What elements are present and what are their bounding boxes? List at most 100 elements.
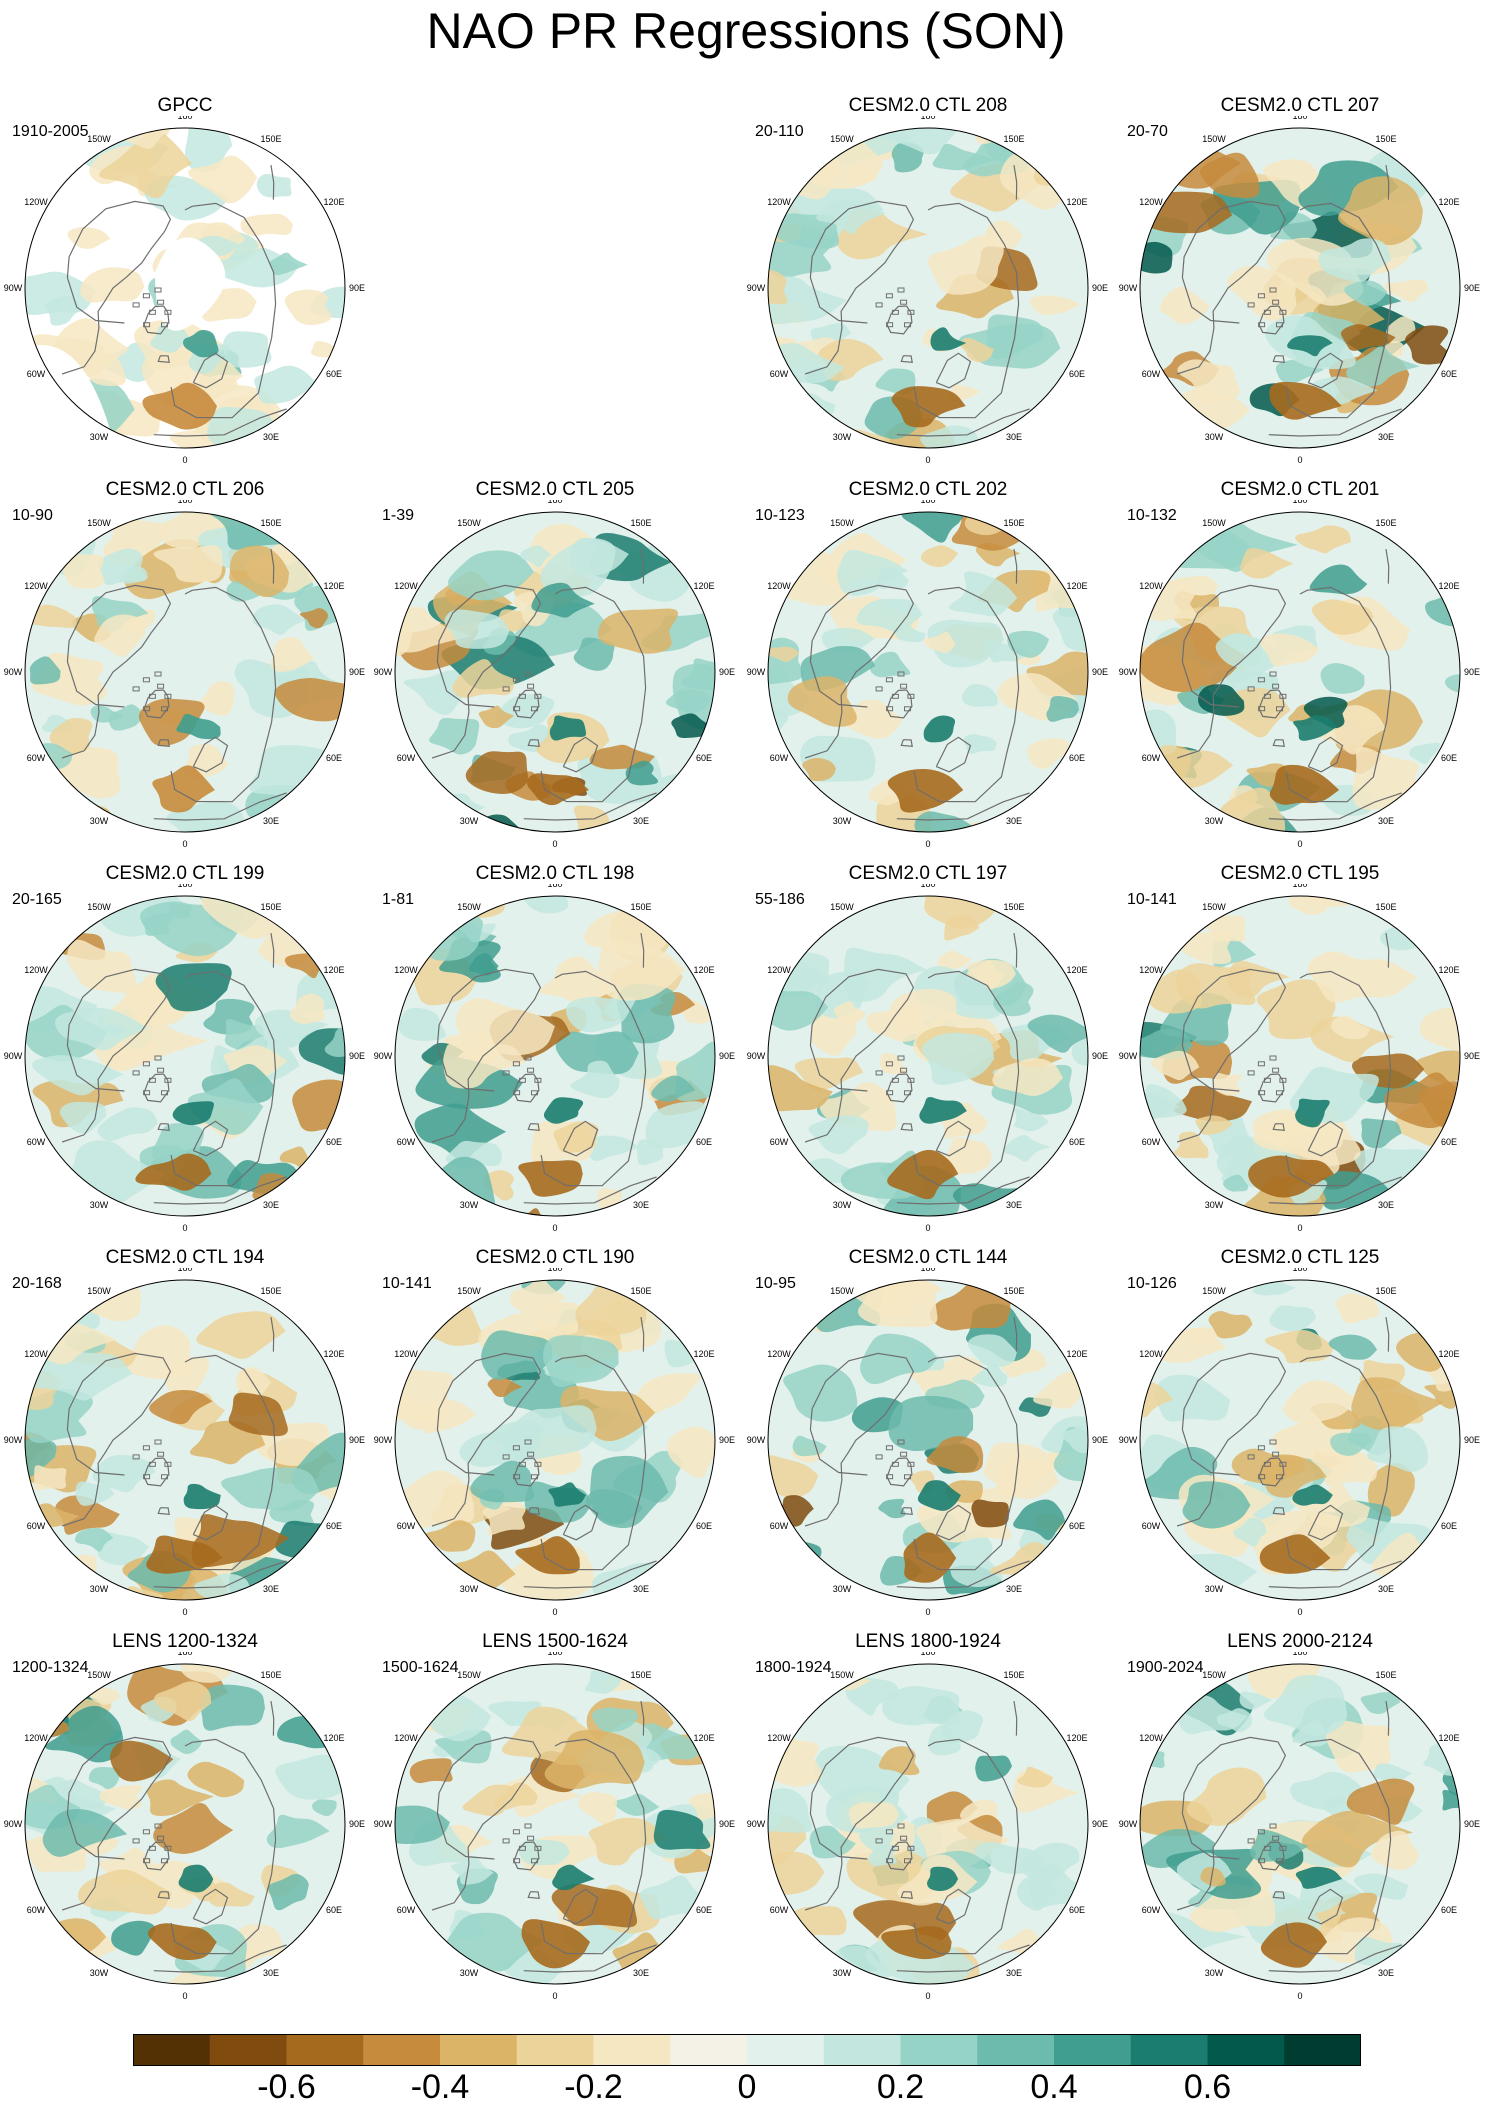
longitude-label: 180	[177, 1652, 192, 1657]
longitude-label: 30E	[1378, 1200, 1394, 1210]
longitude-label: 90W	[4, 283, 23, 293]
longitude-label: 60W	[770, 369, 789, 379]
map-panel-ctl198: CESM2.0 CTL 198 1-81 180 150E 120E 90E 60E 30E 0…	[370, 862, 740, 1242]
longitude-label: 0	[182, 839, 187, 849]
longitude-label: 60E	[1069, 1137, 1085, 1147]
panel-title: CESM2.0 CTL 207	[1220, 95, 1380, 116]
longitude-label: 0	[925, 1223, 930, 1233]
panel-title: CESM2.0 CTL 144	[848, 1247, 1008, 1268]
longitude-label: 30W	[1205, 816, 1224, 826]
longitude-label: 150W	[830, 1286, 854, 1296]
longitude-label: 30E	[633, 1200, 649, 1210]
longitude-label: 180	[920, 1652, 935, 1657]
map-panel-ctl199: CESM2.0 CTL 199 20-165 180 150E 120E 90E 60E 30…	[0, 862, 370, 1242]
longitude-label: 180	[1292, 1268, 1307, 1273]
longitude-label: 0	[925, 455, 930, 465]
longitude-label: 0	[925, 839, 930, 849]
longitude-label: 0	[1297, 455, 1302, 465]
longitude-label: 120W	[394, 1733, 418, 1743]
longitude-label: 90E	[1464, 1435, 1480, 1445]
polar-map: 180 150E 120E 90E 60E 30E 0 30W 60W 90W 120W 150W	[4, 116, 365, 465]
longitude-label: 0	[925, 1607, 930, 1617]
longitude-label: 30E	[633, 816, 649, 826]
longitude-label: 120E	[323, 197, 344, 207]
longitude-label: 150W	[87, 1286, 111, 1296]
polar-map: 180 150E 120E 90E 60E 30E 0 30W 60W 90W 120W 150W	[747, 1268, 1108, 1617]
longitude-label: 120E	[323, 1349, 344, 1359]
colorbar-swatch	[133, 2034, 211, 2066]
longitude-label: 0	[925, 1991, 930, 2001]
colorbar-swatch	[440, 2034, 518, 2066]
longitude-label: 180	[547, 1268, 562, 1273]
longitude-label: 120E	[693, 1349, 714, 1359]
colorbar-swatch	[516, 2034, 594, 2066]
longitude-label: 0	[182, 455, 187, 465]
panel-title: CESM2.0 CTL 208	[848, 95, 1008, 116]
longitude-label: 120E	[1066, 965, 1087, 975]
longitude-label: 120W	[24, 1349, 48, 1359]
longitude-label: 120W	[24, 581, 48, 591]
panel-title: CESM2.0 CTL 194	[105, 1247, 265, 1268]
longitude-label: 30W	[460, 816, 479, 826]
polar-map: 180 150E 120E 90E 60E 30E 0 30W 60W 90W 120W 150W	[4, 1652, 365, 2001]
longitude-label: 30W	[90, 1584, 109, 1594]
longitude-label: 90W	[374, 1051, 393, 1061]
figure-title: NAO PR Regressions (SON)	[426, 3, 1066, 59]
longitude-label: 90E	[719, 1819, 735, 1829]
map-panel-lens1800: LENS 1800-1924 1800-1924 180 150E 120E 90E 60E…	[743, 1630, 1113, 2010]
longitude-label: 30E	[263, 1200, 279, 1210]
longitude-label: 30W	[1205, 1200, 1224, 1210]
longitude-label: 180	[1292, 116, 1307, 121]
longitude-label: 60W	[770, 1905, 789, 1915]
map-panel-ctl144: CESM2.0 CTL 144 10-95 180 150E 120E 90E 60E 30E…	[743, 1246, 1113, 1626]
longitude-label: 90W	[4, 1051, 23, 1061]
map-panel-ctl205: CESM2.0 CTL 205 1-39 180 150E 120E 90E 60E 30E 0…	[370, 478, 740, 858]
panel-period: 1-39	[382, 507, 415, 524]
longitude-label: 60E	[1069, 369, 1085, 379]
panel-title: CESM2.0 CTL 201	[1220, 479, 1380, 500]
longitude-label: 150E	[1003, 1670, 1024, 1680]
longitude-label: 90W	[4, 667, 23, 677]
colorbar-swatch	[747, 2034, 825, 2066]
polar-map: 180 150E 120E 90E 60E 30E 0 30W 60W 90W 120W 150W	[4, 884, 365, 1233]
panel-grid: GPCC 1910-2005 180 150E 120E 90E 60E 30E 0 30W 60W…	[0, 95, 1480, 2010]
polar-map: 180 150E 120E 90E 60E 30E 0 30W 60W 90W 120W 150W	[1119, 116, 1480, 465]
panel-period: 1200-1324	[12, 1659, 89, 1676]
longitude-label: 120E	[1066, 581, 1087, 591]
longitude-label: 180	[920, 884, 935, 889]
longitude-label: 90E	[1092, 667, 1108, 677]
longitude-label: 60W	[1142, 1521, 1161, 1531]
colorbar-labels: -0.6 -0.4 -0.2 0 0.2 0.4 0.6	[0, 2068, 1492, 2108]
panel-title: CESM2.0 CTL 125	[1220, 1247, 1380, 1268]
longitude-label: 90W	[374, 667, 393, 677]
polar-map: 180 150E 120E 90E 60E 30E 0 30W 60W 90W 120W 150W	[1119, 884, 1480, 1233]
longitude-label: 150E	[260, 518, 281, 528]
map-panel-ctl194: CESM2.0 CTL 194 20-168 180 150E 120E 90E 60E 30…	[0, 1246, 370, 1626]
longitude-label: 0	[552, 1223, 557, 1233]
longitude-label: 180	[177, 500, 192, 505]
longitude-label: 30E	[633, 1968, 649, 1978]
longitude-label: 60E	[1441, 753, 1457, 763]
colorbar-swatch	[900, 2034, 978, 2066]
longitude-label: 120W	[767, 1733, 791, 1743]
polar-map: 180 150E 120E 90E 60E 30E 0 30W 60W 90W 120W 150W	[747, 500, 1108, 849]
polar-map: 180 150E 120E 90E 60E 30E 0 30W 60W 90W 120W 150W	[4, 1268, 365, 1617]
longitude-label: 30E	[1378, 432, 1394, 442]
longitude-label: 150W	[87, 902, 111, 912]
longitude-label: 90W	[747, 1819, 766, 1829]
longitude-label: 30W	[1205, 1968, 1224, 1978]
longitude-label: 90E	[719, 1435, 735, 1445]
panel-title: CESM2.0 CTL 198	[475, 863, 635, 884]
panel-period: 55-186	[755, 891, 805, 908]
panel-title: CESM2.0 CTL 197	[848, 863, 1008, 884]
longitude-label: 90W	[374, 1819, 393, 1829]
longitude-label: 30W	[460, 1200, 479, 1210]
longitude-label: 30E	[263, 432, 279, 442]
longitude-label: 120E	[323, 1733, 344, 1743]
longitude-label: 0	[552, 1607, 557, 1617]
longitude-label: 150E	[1003, 902, 1024, 912]
longitude-label: 30E	[633, 1584, 649, 1594]
longitude-label: 60E	[326, 1521, 342, 1531]
longitude-label: 60W	[1142, 753, 1161, 763]
polar-map: 180 150E 120E 90E 60E 30E 0 30W 60W 90W 120W 150W	[1119, 1268, 1480, 1617]
